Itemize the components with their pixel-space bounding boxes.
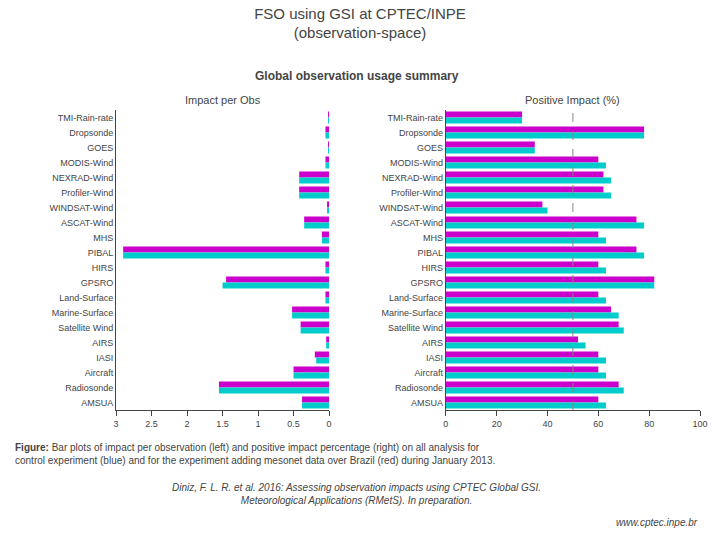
svg-text:Diniz, F. L. R. et al. 2016: A: Diniz, F. L. R. et al. 2016: Assessing o… [172,482,541,506]
svg-text:GPSRO: GPSRO [410,278,443,288]
svg-text:0: 0 [443,419,448,429]
svg-text:NEXRAD-Wind: NEXRAD-Wind [382,173,443,183]
svg-text:IASI: IASI [426,353,443,363]
svg-text:ASCAT-Wind: ASCAT-Wind [61,218,113,228]
svg-text:TMI-Rain-rate: TMI-Rain-rate [58,113,114,123]
svg-text:PIBAL: PIBAL [88,248,114,258]
svg-text:2: 2 [185,419,190,429]
svg-text:Dropsonde: Dropsonde [399,128,443,138]
svg-text:GOES: GOES [87,143,113,153]
svg-text:1: 1 [256,419,261,429]
svg-text:Marine-Surface: Marine-Surface [381,308,443,318]
svg-text:MODIS-Wind: MODIS-Wind [60,158,113,168]
svg-text:TMI-Rain-rate: TMI-Rain-rate [387,113,443,123]
svg-text:Aircraft: Aircraft [85,368,114,378]
svg-text:3: 3 [114,419,119,429]
svg-text:0: 0 [327,419,332,429]
svg-text:HIRS: HIRS [92,263,114,273]
svg-text:www.cptec.inpe.br: www.cptec.inpe.br [616,517,698,528]
svg-text:Radiosonde: Radiosonde [65,383,113,393]
svg-text:PIBAL: PIBAL [417,248,443,258]
svg-text:Marine-Surface: Marine-Surface [52,308,114,318]
svg-text:Profiler-Wind: Profiler-Wind [391,188,443,198]
svg-text:AMSUA: AMSUA [81,398,113,408]
svg-text:100: 100 [692,419,707,429]
svg-text:Radiosonde: Radiosonde [395,383,443,393]
svg-text:20: 20 [492,419,502,429]
svg-text:Satellite Wind: Satellite Wind [58,323,113,333]
svg-text:AIRS: AIRS [422,338,443,348]
svg-text:Positive Impact (%): Positive Impact (%) [525,94,620,106]
svg-text:Land-Surface: Land-Surface [389,293,443,303]
svg-text:HIRS: HIRS [421,263,443,273]
svg-text:2.5: 2.5 [145,419,158,429]
svg-text:60: 60 [593,419,603,429]
svg-text:AIRS: AIRS [92,338,113,348]
svg-text:NEXRAD-Wind: NEXRAD-Wind [52,173,113,183]
svg-text:WINDSAT-Wind: WINDSAT-Wind [379,203,443,213]
svg-text:Figure: Bar plots of impact pe: Figure: Bar plots of impact per observat… [15,442,495,466]
svg-text:MHS: MHS [423,233,443,243]
svg-text:80: 80 [644,419,654,429]
svg-text:Land-Surface: Land-Surface [59,293,113,303]
svg-text:GPSRO: GPSRO [81,278,114,288]
svg-text:Aircraft: Aircraft [414,368,443,378]
svg-text:1.5: 1.5 [216,419,229,429]
svg-text:MODIS-Wind: MODIS-Wind [390,158,443,168]
svg-text:Global observation usage summa: Global observation usage summary [255,69,459,83]
svg-text:40: 40 [542,419,552,429]
svg-text:Dropsonde: Dropsonde [69,128,113,138]
svg-text:Impact per Obs: Impact per Obs [185,94,261,106]
svg-text:IASI: IASI [96,353,113,363]
svg-text:ASCAT-Wind: ASCAT-Wind [391,218,443,228]
svg-text:AMSUA: AMSUA [411,398,443,408]
svg-text:GOES: GOES [417,143,443,153]
svg-text:WINDSAT-Wind: WINDSAT-Wind [49,203,113,213]
svg-text:FSO using GSI at CPTEC/INPE(ob: FSO using GSI at CPTEC/INPE(observation-… [254,5,466,42]
svg-text:0.5: 0.5 [287,419,300,429]
svg-text:MHS: MHS [93,233,113,243]
svg-text:Satellite Wind: Satellite Wind [388,323,443,333]
svg-text:Profiler-Wind: Profiler-Wind [61,188,113,198]
